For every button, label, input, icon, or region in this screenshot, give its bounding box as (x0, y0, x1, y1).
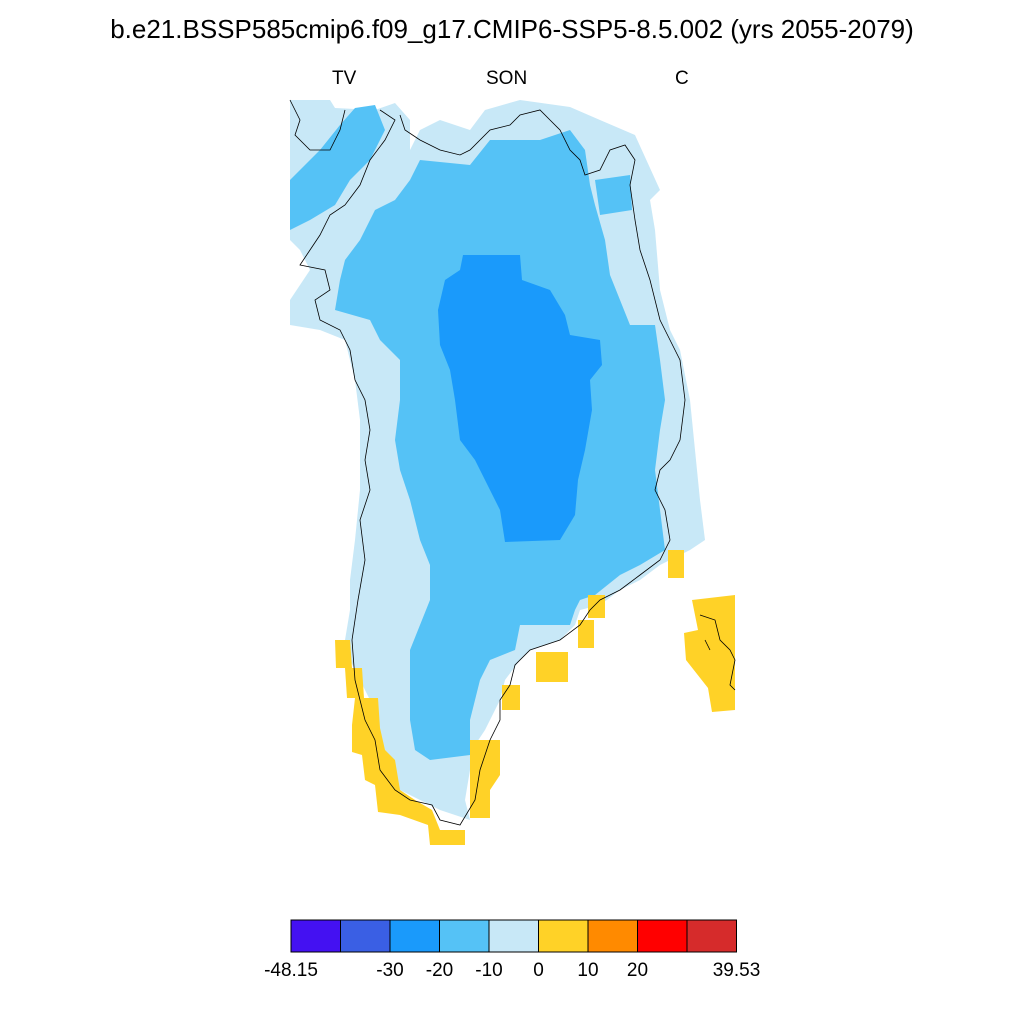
colorbar (290, 919, 737, 953)
colorbar-label: -30 (376, 960, 404, 981)
colorbar-swatch (538, 919, 589, 953)
variable-label: TV (332, 68, 357, 89)
field-band-minus20-to-minus30 (438, 255, 602, 542)
season-label: SON (486, 68, 528, 89)
colorbar-swatch (290, 919, 341, 953)
colorbar-swatch (686, 919, 737, 953)
colorbar-label: 39.53 (712, 960, 761, 981)
colorbar-label: 20 (626, 960, 649, 981)
colorbar-label: -48.15 (264, 960, 318, 981)
colorbar-swatch (439, 919, 490, 953)
colorbar-swatch (389, 919, 440, 953)
colorbar-label: -10 (475, 960, 503, 981)
coastline (289, 99, 736, 826)
map-title: b.e21.BSSP585cmip6.f09_g17.CMIP6-SSP5-8.… (110, 14, 914, 44)
colorbar-swatch (587, 919, 638, 953)
colorbar-label: 0 (533, 960, 544, 981)
field-band-0-to-10 (335, 550, 735, 845)
units-label: C (675, 68, 689, 89)
colorbar-label: 10 (577, 960, 599, 981)
colorbar-swatch (488, 919, 539, 953)
colorbar-swatch (340, 919, 391, 953)
colorbar-swatch (637, 919, 688, 953)
colorbar-label: -20 (425, 960, 454, 981)
